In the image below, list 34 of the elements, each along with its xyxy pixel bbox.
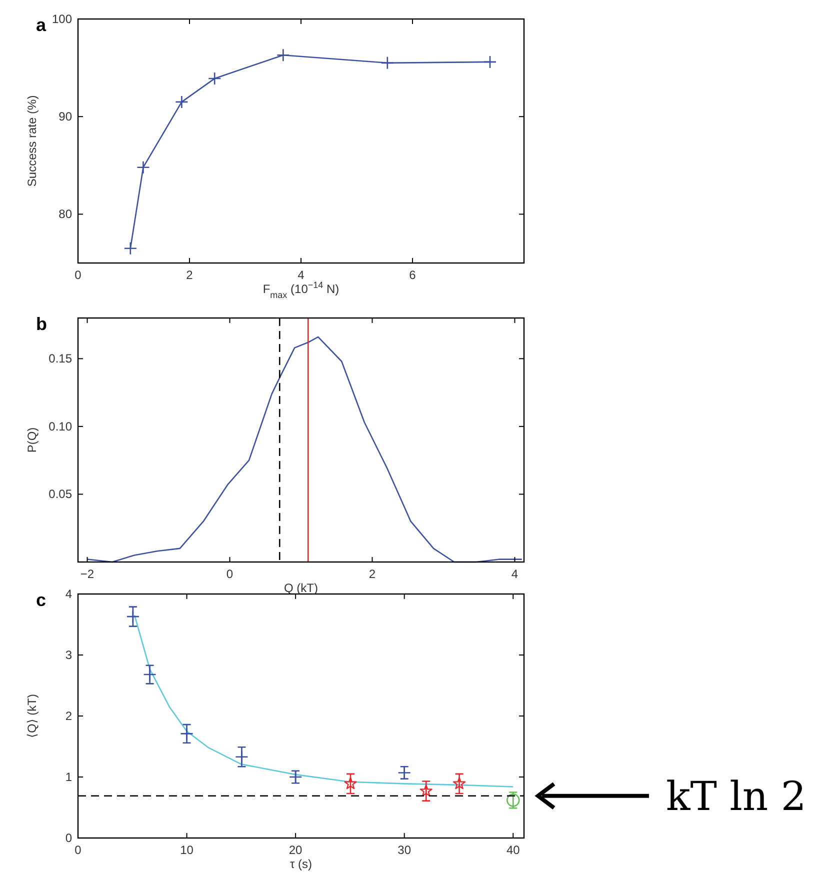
y-tick-label: 90 (58, 110, 72, 124)
x-tick-label: 0 (74, 843, 82, 857)
x-tick-label: 0 (226, 567, 234, 581)
x-tick-label: −2 (80, 567, 94, 581)
x-tick-label: 2 (186, 268, 194, 282)
y-axis-title: ⟨Q⟩ (kT) (25, 694, 39, 738)
chart-title: b (36, 314, 47, 334)
x-tick-label: 4 (511, 567, 518, 581)
y-tick-label: 0.15 (48, 352, 72, 366)
x-tick-label: 20 (288, 843, 303, 857)
chart-title: c (36, 590, 46, 610)
x-tick-label: 10 (180, 843, 194, 857)
y-tick-label: 3 (65, 648, 72, 662)
y-tick-label: 1 (65, 770, 72, 784)
y-tick-label: 100 (52, 12, 72, 26)
x-axis-title: τ (s) (290, 857, 312, 871)
y-tick-label: 4 (65, 587, 72, 601)
y-axis-title: P(Q) (25, 427, 39, 453)
x-tick-label: 0 (74, 268, 82, 282)
x-axis-title: F$_{max}$ (10$^{−14}$ N) (262, 280, 340, 300)
ref-line-label: kT ln 2 (666, 774, 806, 820)
y-tick-label: 0 (65, 831, 72, 845)
x-tick-label: 6 (409, 268, 416, 282)
x-tick-label: 4 (298, 268, 305, 282)
y-tick-label: 0.10 (48, 419, 72, 434)
y-axis-title: Success rate (%) (25, 95, 39, 187)
y-tick-label: 0.05 (48, 487, 72, 502)
x-axis-title: Q (kT) (284, 581, 318, 595)
y-tick-label: 80 (58, 207, 72, 222)
x-tick-label: 2 (368, 567, 376, 581)
y-tick-label: 2 (65, 709, 72, 723)
x-tick-label: 30 (398, 843, 412, 857)
chart-title: a (36, 15, 47, 35)
x-tick-label: 40 (506, 843, 520, 857)
